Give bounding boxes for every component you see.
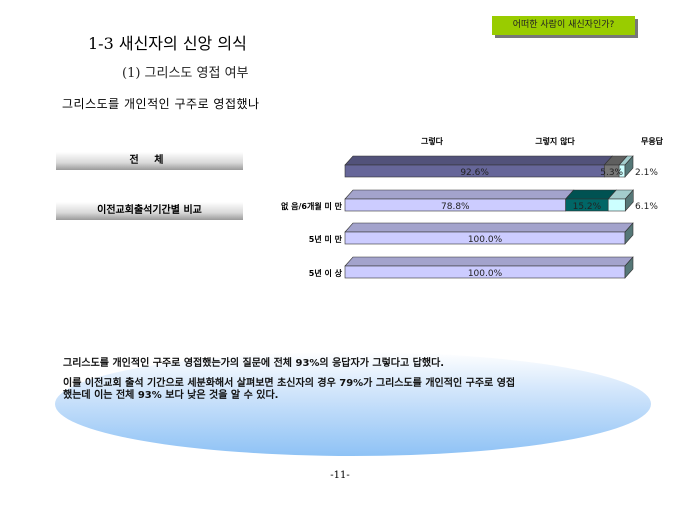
group-label-total: 전 체 — [56, 152, 243, 170]
data-label: 100.0% — [468, 235, 503, 245]
bar-side — [624, 189, 634, 212]
stacked-bar-chart: 그렇다 그렇지 않다 무응답 92.6% 5.3% 2.1% 없 음/6개월 미 만 78.8… — [281, 136, 664, 279]
category-label: 5년 이 상 — [309, 268, 343, 278]
legend-2: 그렇지 않다 — [535, 136, 575, 146]
group-label-compare: 이전교회출석기간별 비교 — [56, 202, 243, 220]
bar-side — [624, 155, 634, 178]
bar-top-1 — [344, 189, 575, 200]
data-label: 78.8% — [441, 202, 470, 212]
category-label: 5년 미 만 — [309, 234, 343, 244]
data-label: 2.1% — [635, 168, 658, 178]
bar-side — [624, 256, 634, 279]
nav-new-believer-button[interactable]: 어떠한 사람이 새신자인가? — [492, 16, 635, 35]
bar-top-1 — [344, 155, 613, 166]
category-label: 없 음/6개월 미 만 — [281, 201, 343, 211]
summary-line-2: 했는데 이는 전체 93% 보다 낮은 것을 알 수 있다. — [63, 390, 279, 401]
question-text: 그리스도를 개인적인 구주로 영접했나 — [62, 97, 260, 111]
legend-3: 무응답 — [641, 136, 664, 146]
data-label: 15.2% — [573, 202, 602, 212]
bar-top-1 — [344, 222, 634, 233]
summary-ellipse — [55, 352, 651, 456]
summary-line-1: 이를 이전교회 출석 기간으로 세분화해서 살펴보면 초신자의 경우 79%가 … — [63, 378, 516, 389]
data-label: 5.3% — [600, 168, 623, 178]
data-label: 92.6% — [460, 168, 489, 178]
page-number: -11- — [330, 470, 350, 481]
section-title: 1-3 새신자의 신앙 의식 — [88, 34, 247, 53]
bar-top-2 — [564, 189, 617, 200]
summary-paragraph-2: 이를 이전교회 출석 기간으로 세분화해서 살펴보면 초신자의 경우 79%가 … — [63, 378, 515, 402]
data-label: 6.1% — [635, 202, 658, 212]
bar-top-1 — [344, 256, 634, 267]
summary-paragraph-1: 그리스도를 개인적인 구주로 영접했는가의 질문에 전체 93%의 응답자가 그… — [63, 358, 445, 369]
legend-1: 그렇다 — [421, 136, 444, 146]
data-label: 100.0% — [468, 269, 503, 279]
bar-side — [624, 222, 634, 245]
bar-segment-3 — [607, 198, 626, 212]
section-subtitle: (1) 그리스도 영접 여부 — [122, 66, 249, 81]
